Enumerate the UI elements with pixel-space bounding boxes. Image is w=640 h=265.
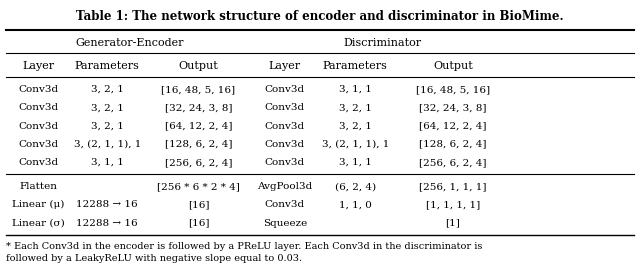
- Text: Conv3d: Conv3d: [265, 103, 305, 112]
- Text: [16, 48, 5, 16]: [16, 48, 5, 16]: [161, 85, 236, 94]
- Text: Conv3d: Conv3d: [265, 85, 305, 94]
- Text: Conv3d: Conv3d: [265, 122, 305, 131]
- Text: Output: Output: [433, 61, 473, 71]
- Text: Discriminator: Discriminator: [343, 38, 422, 48]
- Text: [64, 12, 2, 4]: [64, 12, 2, 4]: [419, 122, 486, 131]
- Text: Conv3d: Conv3d: [265, 158, 305, 167]
- Text: Parameters: Parameters: [323, 61, 388, 71]
- Text: Linear (μ): Linear (μ): [12, 200, 65, 209]
- Text: 3, 2, 1: 3, 2, 1: [91, 85, 124, 94]
- Text: 12288 → 16: 12288 → 16: [76, 200, 138, 209]
- Text: [16]: [16]: [188, 219, 209, 228]
- Text: [256, 1, 1, 1]: [256, 1, 1, 1]: [419, 182, 486, 191]
- Text: [1]: [1]: [445, 219, 460, 228]
- Text: [128, 6, 2, 4]: [128, 6, 2, 4]: [164, 140, 232, 149]
- Text: [32, 24, 3, 8]: [32, 24, 3, 8]: [164, 103, 232, 112]
- Text: Conv3d: Conv3d: [19, 122, 58, 131]
- Text: Output: Output: [179, 61, 218, 71]
- Text: [256, 6, 2, 4]: [256, 6, 2, 4]: [419, 158, 486, 167]
- Text: 3, 2, 1: 3, 2, 1: [91, 122, 124, 131]
- Text: Conv3d: Conv3d: [265, 200, 305, 209]
- Text: Generator-Encoder: Generator-Encoder: [76, 38, 184, 48]
- Text: 3, 1, 1: 3, 1, 1: [339, 158, 372, 167]
- Text: [32, 24, 3, 8]: [32, 24, 3, 8]: [419, 103, 486, 112]
- Text: AvgPool3d: AvgPool3d: [257, 182, 312, 191]
- Text: Conv3d: Conv3d: [19, 158, 58, 167]
- Text: Squeeze: Squeeze: [262, 219, 307, 228]
- Text: Conv3d: Conv3d: [265, 140, 305, 149]
- Text: 3, 2, 1: 3, 2, 1: [339, 122, 372, 131]
- Text: (6, 2, 4): (6, 2, 4): [335, 182, 376, 191]
- Text: 3, 2, 1: 3, 2, 1: [339, 103, 372, 112]
- Text: [1, 1, 1, 1]: [1, 1, 1, 1]: [426, 200, 480, 209]
- Text: 12288 → 16: 12288 → 16: [76, 219, 138, 228]
- Text: Table 1: The network structure of encoder and discriminator in BioMime.: Table 1: The network structure of encode…: [76, 10, 564, 23]
- Text: [16]: [16]: [188, 200, 209, 209]
- Text: [256, 6, 2, 4]: [256, 6, 2, 4]: [164, 158, 232, 167]
- Text: 3, (2, 1, 1), 1: 3, (2, 1, 1), 1: [74, 140, 141, 149]
- Text: [256 * 6 * 2 * 4]: [256 * 6 * 2 * 4]: [157, 182, 240, 191]
- Text: 3, (2, 1, 1), 1: 3, (2, 1, 1), 1: [321, 140, 389, 149]
- Text: 1, 1, 0: 1, 1, 0: [339, 200, 372, 209]
- Text: Conv3d: Conv3d: [19, 85, 58, 94]
- Text: [128, 6, 2, 4]: [128, 6, 2, 4]: [419, 140, 486, 149]
- Text: Conv3d: Conv3d: [19, 103, 58, 112]
- Text: 3, 1, 1: 3, 1, 1: [339, 85, 372, 94]
- Text: 3, 1, 1: 3, 1, 1: [91, 158, 124, 167]
- Text: Layer: Layer: [22, 61, 54, 71]
- Text: [64, 12, 2, 4]: [64, 12, 2, 4]: [164, 122, 232, 131]
- Text: [16, 48, 5, 16]: [16, 48, 5, 16]: [416, 85, 490, 94]
- Text: Layer: Layer: [269, 61, 301, 71]
- Text: Flatten: Flatten: [19, 182, 58, 191]
- Text: * Each Conv3d in the encoder is followed by a PReLU layer. Each Conv3d in the di: * Each Conv3d in the encoder is followed…: [6, 242, 483, 263]
- Text: Parameters: Parameters: [75, 61, 140, 71]
- Text: 3, 2, 1: 3, 2, 1: [91, 103, 124, 112]
- Text: Linear (σ): Linear (σ): [12, 219, 65, 228]
- Text: Conv3d: Conv3d: [19, 140, 58, 149]
